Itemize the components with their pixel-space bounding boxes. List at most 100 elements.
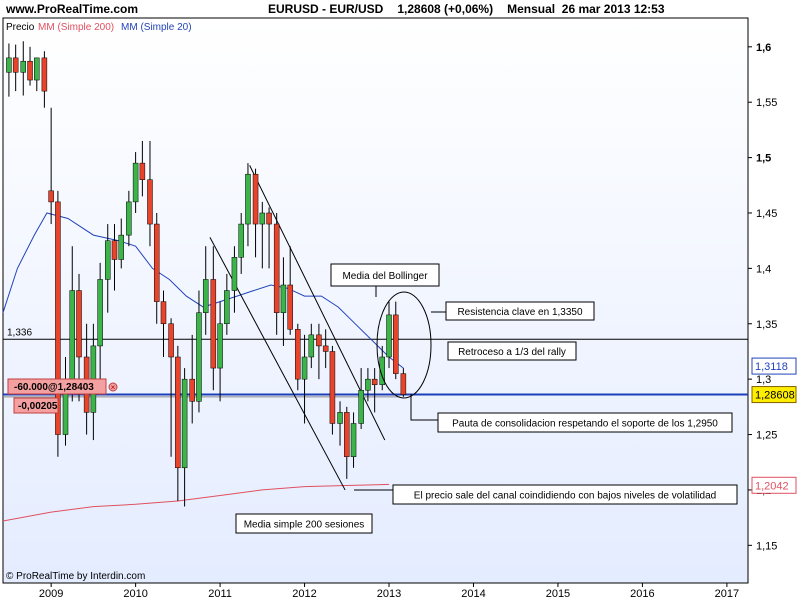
candle-body	[224, 290, 230, 325]
order-close-icon	[108, 382, 118, 392]
last-value: 1,28608 (+0,06%)	[397, 2, 494, 16]
candle-body	[76, 290, 82, 358]
candle-body	[189, 378, 195, 402]
y-tick-label: 1,55	[756, 97, 777, 109]
annotation-text: Retroceso a 1/3 del rally	[458, 347, 566, 358]
candle-body	[20, 60, 27, 73]
candle-body	[48, 190, 54, 203]
annotation-box	[235, 513, 373, 534]
candle-body	[252, 173, 259, 225]
candle-body	[287, 284, 293, 330]
legend-ma200: MM (Simple 200)	[38, 22, 114, 33]
candle-body	[69, 290, 76, 380]
y-tick-label: 1,15	[756, 540, 777, 552]
candle-body	[181, 378, 188, 469]
candle-body	[295, 329, 301, 380]
x-tick-label: 2009	[39, 588, 63, 600]
resistance-level-label: 1,336	[7, 327, 32, 338]
candle-body	[400, 373, 407, 395]
y-tick-label: 1,25	[756, 430, 777, 442]
price-tag-label: 1,28608	[755, 390, 795, 402]
candle-body	[153, 223, 160, 302]
candle-body	[266, 212, 272, 225]
instrument-name: EURUSD - EUR/USD	[268, 2, 384, 16]
annotation-box	[437, 412, 733, 433]
order-delta-text: -0,00205	[18, 401, 58, 412]
x-tick-label: 2015	[546, 588, 570, 600]
candle-body	[350, 423, 357, 457]
candle-body	[12, 57, 19, 73]
annotation-box	[447, 341, 577, 361]
candle-body	[160, 301, 167, 325]
y-tick-label: 1,3	[756, 374, 771, 386]
candle-body	[104, 240, 111, 280]
y-tick-label: 1,45	[756, 208, 777, 220]
x-tick-label: 2011	[208, 588, 232, 600]
ma200-line	[2, 483, 390, 522]
candle-body	[344, 412, 350, 457]
annotation-box	[330, 263, 440, 287]
candle-body	[196, 312, 202, 402]
candle-body	[245, 173, 251, 225]
candle-body	[329, 351, 336, 424]
price-tag	[751, 357, 797, 375]
candle-body	[337, 412, 343, 424]
candle-body	[111, 240, 118, 260]
candle-body	[280, 284, 287, 313]
candle-body	[386, 314, 392, 358]
x-tick-label: 2016	[630, 588, 654, 600]
candle-body	[147, 179, 153, 225]
candle-body	[41, 57, 48, 92]
legend-price: Precio	[6, 22, 35, 33]
order-close-glyph: ×	[111, 383, 116, 392]
instrument-title: EURUSD - EUR/USD 1,28608 (+0,06%) Mensual …	[268, 2, 665, 16]
annotation-leader	[410, 394, 438, 421]
candle-body	[139, 162, 146, 180]
y-tick-label: 1,4	[756, 263, 771, 275]
candle-body	[118, 234, 125, 260]
candle-body	[301, 356, 308, 380]
candle-body	[126, 201, 132, 236]
price-tag-label: 1,3118	[755, 361, 788, 373]
candle-body	[316, 334, 322, 347]
annotation-box	[392, 484, 738, 505]
candle-body	[34, 57, 40, 81]
order-tool-text: -60.000@1,28403	[14, 382, 94, 393]
candle-body	[231, 257, 238, 291]
annotation-text: Media simple 200 sesiones	[244, 520, 365, 531]
candle-body	[238, 223, 244, 258]
x-tick-label: 2010	[123, 588, 147, 600]
annotation-text: Resistencia clave en 1,3350	[457, 307, 583, 318]
site-url[interactable]: www.ProRealTime.com	[6, 2, 139, 16]
x-tick-label: 2017	[715, 588, 739, 600]
y-tick-label: 1,5	[756, 153, 771, 165]
candle-body	[217, 323, 223, 369]
candle-body	[365, 378, 371, 391]
candle-body	[308, 334, 315, 358]
candle-body	[55, 201, 61, 435]
legend-ma20: MM (Simple 20)	[121, 22, 192, 33]
candle-body	[168, 323, 174, 358]
x-tick-label: 2014	[461, 588, 485, 600]
candle-body	[210, 279, 217, 369]
candle-body	[273, 223, 280, 313]
candle-body	[27, 60, 33, 81]
candle-body	[358, 389, 364, 424]
order-tool-box	[7, 378, 107, 395]
y-tick-label: 1,6	[756, 42, 771, 54]
candle-body	[175, 356, 181, 469]
candle-body	[97, 279, 103, 347]
candle-body	[379, 356, 386, 385]
candle-body	[371, 378, 378, 385]
x-tick-label: 2012	[292, 588, 316, 600]
price-tag-label: 1,2042	[755, 480, 789, 492]
candle-body	[393, 314, 399, 374]
timeframe-date: Mensual 26 mar 2013 12:53	[507, 2, 665, 16]
price-tag	[751, 476, 797, 494]
candle-body	[132, 162, 139, 203]
annotation-text: El precio sale del canal coindidiendo co…	[414, 491, 716, 502]
copyright-footer: © ProRealTime by Interdin.com	[6, 571, 145, 582]
candle-body	[202, 279, 209, 313]
order-delta-box	[13, 397, 59, 414]
